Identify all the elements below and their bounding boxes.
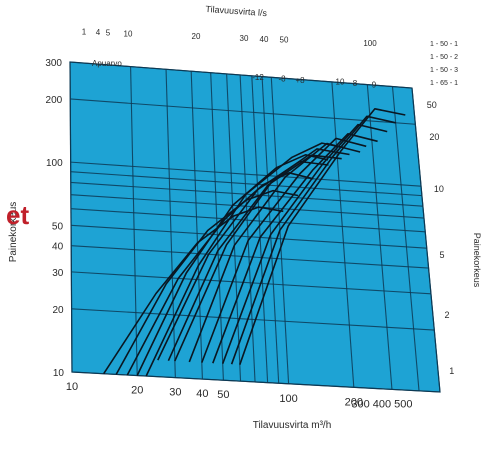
grid-line-x [391, 86, 420, 391]
x-tick-label: 300 400 500 [351, 398, 412, 410]
curve-label: +8 [295, 76, 305, 85]
x-tick-label: 30 [169, 387, 181, 399]
grid-line-y [70, 171, 422, 197]
y-axis-title: Painekorkeus [8, 202, 19, 263]
right-tick-label: 50 [427, 100, 437, 110]
legend-row: 1 - 50 - 1 [430, 41, 458, 48]
right-tick-label: 10 [434, 184, 444, 194]
top-tick-label: 100 [363, 39, 377, 48]
series-curve-2 [115, 189, 299, 375]
top-tick-label: 10 [124, 29, 133, 38]
grid-line-y [69, 61, 413, 89]
legend-row: 1 - 50 - 3 [430, 67, 458, 74]
grid-line-y [71, 224, 427, 249]
red-annotation: et [6, 200, 29, 230]
grid-line-y [71, 371, 441, 393]
y-tick-label: 50 [52, 221, 64, 232]
series-curve-14 [239, 108, 406, 365]
y-tick-label: 200 [46, 95, 63, 106]
grid-line-x [331, 81, 355, 388]
grid-line-x [251, 75, 269, 383]
top-tick-label: 30 [240, 34, 249, 43]
corner-label: Apuarvo [92, 59, 122, 68]
curve-label: 9 [372, 81, 377, 90]
series-curve-6 [157, 160, 329, 361]
x-tick-label: 20 [131, 385, 143, 397]
series-curve-13 [230, 115, 396, 365]
grid-line-y [70, 194, 425, 219]
grid-line-x [210, 72, 224, 381]
x-tick-label: 100 [279, 393, 297, 405]
grid-line-y [70, 161, 422, 187]
x-tick-label: 50 [217, 389, 229, 401]
right-tick-label: 20 [429, 132, 439, 142]
x-tick-label: 10 [66, 381, 78, 393]
x-axis-title: Tilavuusvirta m³/h [253, 420, 332, 431]
curve-label: 8 [353, 79, 358, 88]
y-tick-label: 30 [52, 268, 64, 279]
grid-line-x [366, 84, 393, 390]
y-tick-label: 100 [46, 158, 63, 169]
legend-row: 1 - 65 - 1 [430, 80, 458, 87]
y-tick-label: 40 [52, 242, 64, 253]
right-tick-label: 5 [439, 250, 444, 260]
right-tick-label: 2 [445, 310, 450, 320]
curve-label: -8 [278, 75, 286, 84]
top-tick-label: 1 [82, 28, 87, 37]
y-tick-label: 300 [45, 58, 62, 69]
curve-label: 10 [336, 78, 345, 87]
grid-line-x [69, 61, 73, 373]
grid-line-x [411, 87, 441, 393]
grid-line-x [261, 76, 280, 384]
x-tick-label: 40 [196, 388, 208, 400]
series-curve-11 [212, 133, 378, 364]
top-tick-label: 20 [192, 32, 201, 41]
series-curve-7 [167, 154, 342, 362]
series-curve-12 [221, 123, 388, 364]
curve-label: -12 [252, 73, 264, 82]
top-axis-title: Tilavuusvirta l/s [205, 4, 268, 18]
grid-line-y [71, 308, 435, 331]
grid-line-y [70, 98, 416, 125]
grid-line-x [190, 71, 203, 380]
series-curve-8 [174, 148, 350, 362]
top-tick-label: 4 [96, 28, 101, 37]
grid-line-y [71, 245, 429, 269]
y-tick-label: 20 [52, 305, 64, 316]
top-tick-label: 50 [280, 36, 289, 45]
legend-row: 1 - 50 - 2 [430, 54, 458, 61]
series-curve-3 [126, 172, 314, 376]
y-tick-label: 10 [53, 368, 65, 379]
grid-line-y [70, 208, 426, 233]
grid-line-x [226, 73, 242, 382]
top-tick-label: 40 [260, 35, 269, 44]
right-axis-title: Painekorkeus [472, 233, 482, 288]
x-tick-label: 200 [345, 396, 363, 408]
top-tick-label: 5 [106, 29, 111, 38]
grid-line-y [71, 271, 431, 295]
right-tick-label: 1 [449, 366, 454, 376]
